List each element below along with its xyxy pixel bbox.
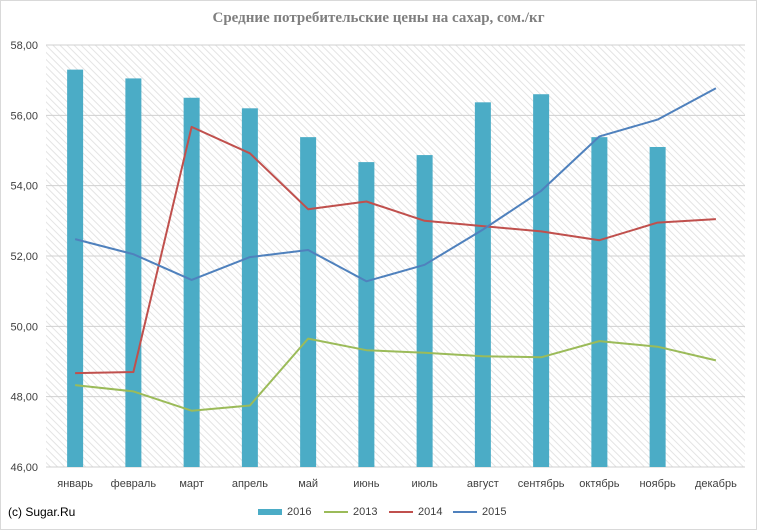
bar-2016 <box>300 137 317 468</box>
bar-2016 <box>533 94 550 467</box>
legend-label-2013: 2013 <box>353 506 378 518</box>
x-tick-label: февраль <box>111 478 157 490</box>
x-tick-label: декабрь <box>695 478 737 490</box>
bar-2016 <box>183 97 200 467</box>
y-tick-label: 58,00 <box>10 40 38 52</box>
legend-swatch-2016 <box>258 509 282 515</box>
bar-2016 <box>125 78 142 468</box>
line-2013 <box>74 337 717 412</box>
x-tick-label: январь <box>57 478 93 490</box>
bar-2016 <box>474 102 491 468</box>
y-tick-label: 52,00 <box>10 251 38 263</box>
x-tick-label: ноябрь <box>639 478 676 490</box>
x-tick-label: июль <box>411 478 438 490</box>
x-tick-label: июнь <box>353 478 379 490</box>
legend-swatch-2014 <box>389 511 413 513</box>
legend-item-2014: 2014 <box>389 504 442 520</box>
y-tick-label: 46,00 <box>10 462 38 474</box>
legend-label-2015: 2015 <box>482 506 507 518</box>
bar-2016 <box>416 155 433 468</box>
x-tick-label: май <box>298 478 318 490</box>
source-credit: (c) Sugar.Ru <box>8 505 76 519</box>
bar-2016 <box>67 69 84 467</box>
chart-canvas: 46,00 48,00 50,00 52,00 54,00 56,00 58,00 янва… <box>10 40 745 490</box>
bar-2016 <box>591 137 608 468</box>
x-tick-label: август <box>467 478 499 490</box>
legend-swatch-2015 <box>453 511 477 513</box>
x-tick-label: апрель <box>232 478 268 490</box>
legend: 2016 2013 2014 2015 <box>0 504 757 520</box>
chart-title: Средние потребительские цены на сахар, с… <box>212 10 545 26</box>
line-2015 <box>74 87 717 283</box>
legend-label-2016: 2016 <box>287 506 312 518</box>
x-tick-label: сентябрь <box>518 478 565 490</box>
bar-2016 <box>358 162 375 468</box>
legend-swatch-2013 <box>324 511 348 513</box>
legend-label-2014: 2014 <box>418 506 443 518</box>
bar-2016 <box>649 146 666 467</box>
x-tick-label: октябрь <box>579 478 619 490</box>
y-tick-label: 50,00 <box>10 321 38 333</box>
y-tick-label: 56,00 <box>10 110 38 122</box>
legend-item-2013: 2013 <box>324 504 377 520</box>
legend-item-2016: 2016 <box>258 504 311 520</box>
y-tick-label: 54,00 <box>10 181 38 193</box>
y-tick-label: 48,00 <box>10 392 38 404</box>
bar-2016 <box>241 108 258 468</box>
line-2014 <box>75 125 716 375</box>
x-tick-label: март <box>179 478 204 490</box>
legend-item-2015: 2015 <box>453 504 506 520</box>
